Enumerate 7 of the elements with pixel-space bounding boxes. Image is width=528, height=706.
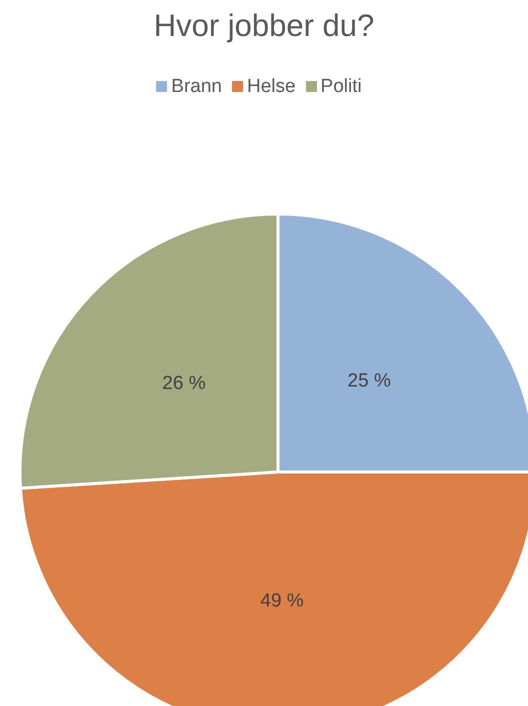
- chart-title: Hvor jobber du?: [152, 8, 376, 44]
- data-label: 49 %: [260, 590, 304, 612]
- data-label: 26 %: [162, 373, 206, 394]
- legend-label: Brann: [171, 76, 222, 97]
- legend-label: Politi: [320, 76, 362, 97]
- legend-label: Helse: [246, 76, 296, 97]
- data-label: 25 %: [348, 370, 391, 392]
